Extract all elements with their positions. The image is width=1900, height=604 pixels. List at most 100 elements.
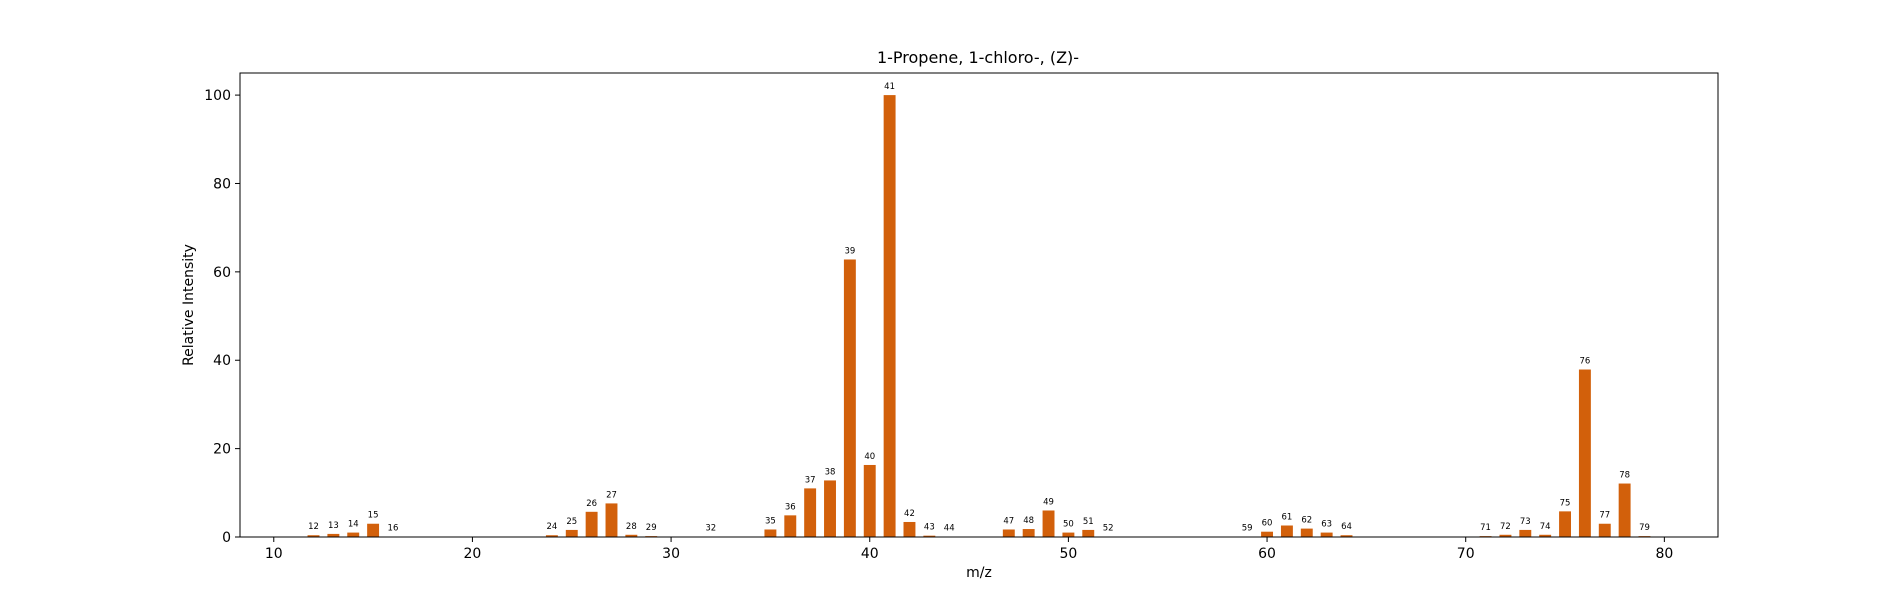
- y-axis: 0 20 40 60 80 100: [204, 88, 240, 546]
- x-axis: 10 20 30 40 50 60 70 80: [265, 537, 1673, 562]
- bar-label-mz-49: 49: [1043, 497, 1054, 507]
- bar-label-mz-61: 61: [1282, 513, 1293, 523]
- bar-label-mz-25: 25: [566, 517, 577, 527]
- x-tick-label: 50: [1059, 546, 1077, 562]
- x-tick-label: 70: [1457, 546, 1475, 562]
- bar-mz-78: [1618, 483, 1631, 537]
- plot-frame: [239, 72, 1719, 538]
- bar-label-mz-60: 60: [1262, 519, 1273, 529]
- bar-mz-51: [1082, 529, 1095, 537]
- bar-label-mz-47: 47: [1003, 516, 1014, 526]
- bar-label-mz-29: 29: [646, 523, 657, 533]
- bar-mz-75: [1559, 511, 1571, 537]
- bar-label-mz-50: 50: [1063, 520, 1074, 530]
- bar-label-mz-16: 16: [388, 524, 399, 534]
- bar-label-mz-71: 71: [1480, 523, 1491, 533]
- bar-mz-39: [843, 259, 856, 537]
- bar-mz-77: [1598, 523, 1611, 537]
- bar-label-mz-12: 12: [308, 522, 319, 532]
- bar-mz-28: [625, 534, 638, 537]
- bar-label-mz-62: 62: [1301, 516, 1312, 526]
- bar-label-mz-75: 75: [1560, 498, 1571, 508]
- bar-mz-24: [545, 535, 558, 537]
- bar-label-mz-59: 59: [1242, 524, 1253, 534]
- bar-label-mz-26: 26: [586, 499, 597, 509]
- bar-mz-35: [764, 529, 777, 537]
- x-tick-label: 30: [662, 546, 680, 562]
- x-tick-label: 80: [1655, 546, 1673, 562]
- bar-mz-72: [1499, 534, 1512, 537]
- bar-label-mz-24: 24: [546, 522, 557, 532]
- bar-label-mz-41: 41: [884, 82, 895, 92]
- bar-mz-26: [585, 511, 598, 537]
- bar-label-mz-39: 39: [844, 246, 855, 256]
- bar-mz-48: [1022, 529, 1035, 537]
- bar-mz-15: [367, 523, 380, 537]
- bar-label-mz-63: 63: [1321, 520, 1332, 530]
- bar-label-mz-48: 48: [1023, 516, 1034, 526]
- bar-label-mz-35: 35: [765, 516, 776, 526]
- bar-mz-50: [1062, 532, 1075, 537]
- y-tick-label: 20: [213, 442, 231, 458]
- bar-label-mz-42: 42: [904, 509, 915, 519]
- x-tick-label: 60: [1258, 546, 1276, 562]
- bar-label-mz-64: 64: [1341, 522, 1352, 532]
- bar-label-mz-76: 76: [1579, 357, 1590, 367]
- bar-mz-47: [1002, 529, 1015, 537]
- bar-mz-40: [863, 464, 876, 537]
- bar-label-mz-14: 14: [348, 520, 359, 530]
- bar-mz-13: [327, 533, 340, 537]
- bar-label-mz-38: 38: [825, 467, 836, 477]
- x-axis-title: m/z: [966, 565, 992, 581]
- x-tick-label: 40: [861, 546, 879, 562]
- y-tick-label: 60: [213, 265, 231, 281]
- bar-mz-38: [824, 480, 836, 537]
- bar-label-mz-36: 36: [785, 502, 796, 512]
- bar-mz-60: [1261, 531, 1274, 537]
- bar-mz-27: [605, 503, 618, 537]
- bar-mz-36: [784, 515, 797, 537]
- bar-mz-43: [923, 535, 936, 537]
- bar-mz-61: [1280, 525, 1293, 537]
- bar-label-mz-73: 73: [1520, 517, 1531, 527]
- bar-mz-63: [1320, 532, 1333, 537]
- bar-label-mz-74: 74: [1540, 522, 1551, 532]
- bar-labels-layer: 12 13 14 15 16 24 25 26 27 28 29 32 35 36 37 38 39 40 41 42…: [308, 82, 1650, 533]
- bar-label-mz-77: 77: [1599, 511, 1610, 521]
- chart-title: 1-Propene, 1-chloro-, (Z)-: [877, 48, 1079, 67]
- bar-label-mz-32: 32: [705, 524, 716, 534]
- bar-mz-49: [1042, 510, 1055, 537]
- bar-label-mz-13: 13: [328, 521, 339, 531]
- y-tick-label: 0: [222, 530, 231, 546]
- bar-label-mz-51: 51: [1083, 517, 1094, 527]
- bar-mz-74: [1539, 534, 1552, 537]
- y-tick-label: 100: [204, 88, 231, 104]
- x-tick-label: 20: [464, 546, 482, 562]
- y-tick-label: 40: [213, 353, 231, 369]
- bar-label-mz-78: 78: [1619, 471, 1630, 481]
- bars-layer: [307, 95, 1651, 538]
- bar-mz-64: [1340, 535, 1353, 537]
- bar-mz-12: [307, 535, 320, 537]
- bar-label-mz-79: 79: [1639, 523, 1650, 533]
- bar-mz-62: [1300, 528, 1313, 537]
- bar-label-mz-28: 28: [626, 522, 637, 532]
- bar-mz-37: [804, 488, 817, 537]
- bar-label-mz-72: 72: [1500, 522, 1511, 532]
- y-tick-label: 80: [213, 176, 231, 192]
- bar-mz-25: [565, 529, 578, 537]
- bar-label-mz-40: 40: [864, 452, 875, 462]
- bar-label-mz-43: 43: [924, 523, 935, 533]
- bar-label-mz-37: 37: [805, 475, 816, 485]
- bar-mz-73: [1519, 529, 1532, 537]
- bar-mz-76: [1578, 369, 1591, 537]
- bar-mz-41: [883, 95, 896, 537]
- bar-label-mz-15: 15: [368, 511, 379, 521]
- bar-label-mz-27: 27: [606, 490, 617, 500]
- bar-mz-42: [903, 521, 916, 537]
- x-tick-label: 10: [265, 546, 283, 562]
- y-axis-title: Relative Intensity: [181, 244, 197, 366]
- bar-label-mz-52: 52: [1103, 524, 1114, 534]
